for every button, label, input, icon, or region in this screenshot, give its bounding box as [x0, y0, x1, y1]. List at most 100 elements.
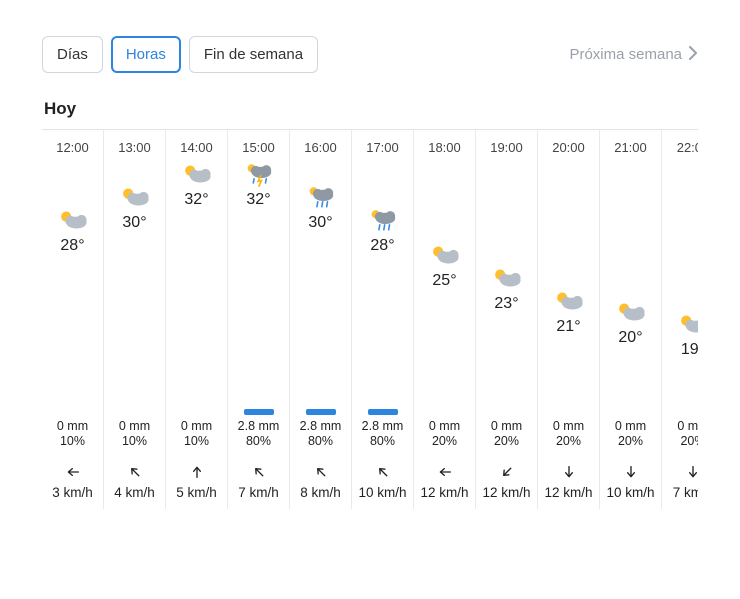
- hour-column[interactable]: 22:00 19° 0 mm 20% 7 km/h: [662, 130, 698, 509]
- hour-time: 19:00: [490, 140, 523, 155]
- temp-value: 28°: [370, 237, 394, 255]
- temp-zone: 30°: [290, 161, 351, 391]
- precip-bar: [368, 409, 398, 415]
- temp-zone: 21°: [538, 161, 599, 391]
- precip-percent: 80%: [308, 434, 333, 449]
- precip-mm: 0 mm: [429, 419, 460, 434]
- precip-zone: 2.8 mm 80%: [228, 391, 289, 453]
- hour-column[interactable]: 16:00 30° 2.8 mm 80% 8 km/h: [290, 130, 352, 509]
- hour-time: 20:00: [552, 140, 585, 155]
- wind-arrow-icon: [684, 463, 698, 481]
- precip-percent: 80%: [246, 434, 271, 449]
- wind-arrow-icon: [64, 463, 82, 481]
- precip-zone: 0 mm 20%: [600, 391, 661, 453]
- hour-column[interactable]: 14:00 32° 0 mm 10% 5 km/h: [166, 130, 228, 509]
- weather-icon: [428, 242, 462, 268]
- precip-zone: 0 mm 20%: [662, 391, 698, 453]
- temp-value: 32°: [246, 191, 270, 209]
- weather-icon: [180, 161, 214, 187]
- temp-zone: 28°: [42, 161, 103, 391]
- hour-time: 18:00: [428, 140, 461, 155]
- temp-zone: 32°: [228, 161, 289, 391]
- temp-value: 32°: [184, 191, 208, 209]
- precip-zone: 2.8 mm 80%: [352, 391, 413, 453]
- precip-percent: 10%: [122, 434, 147, 449]
- precip-percent: 10%: [60, 434, 85, 449]
- wind-value: 4 km/h: [114, 485, 155, 500]
- precip-mm: 0 mm: [491, 419, 522, 434]
- hour-column[interactable]: 21:00 20° 0 mm 20% 10 km/h: [600, 130, 662, 509]
- hour-column[interactable]: 15:00 32° 2.8 mm 80% 7 km/h: [228, 130, 290, 509]
- precip-zone: 0 mm 10%: [42, 391, 103, 453]
- weather-icon: [552, 288, 586, 314]
- temp-zone: 32°: [166, 161, 227, 391]
- precip-percent: 20%: [432, 434, 457, 449]
- temp-zone: 28°: [352, 161, 413, 391]
- wind-arrow-icon: [622, 463, 640, 481]
- wind-value: 10 km/h: [358, 485, 406, 500]
- wind-arrow-icon: [498, 463, 516, 481]
- precip-bar: [306, 409, 336, 415]
- wind-zone: 12 km/h: [538, 453, 599, 509]
- hour-column[interactable]: 18:00 25° 0 mm 20% 12 km/h: [414, 130, 476, 509]
- temp-value: 21°: [556, 318, 580, 336]
- temp-zone: 25°: [414, 161, 475, 391]
- hour-time: 12:00: [56, 140, 89, 155]
- weather-icon: [118, 184, 152, 210]
- precip-zone: 0 mm 20%: [538, 391, 599, 453]
- hour-time: 14:00: [180, 140, 213, 155]
- next-week-link[interactable]: Próxima semana: [569, 46, 698, 64]
- weather-icon: [490, 265, 524, 291]
- wind-zone: 12 km/h: [476, 453, 537, 509]
- temp-value: 19°: [681, 341, 698, 359]
- temp-zone: 30°: [104, 161, 165, 391]
- precip-percent: 20%: [618, 434, 643, 449]
- weather-icon: [304, 184, 338, 210]
- temp-value: 28°: [60, 237, 84, 255]
- chevron-right-icon: [688, 46, 698, 64]
- view-tabs: Días Horas Fin de semana: [42, 36, 318, 73]
- wind-arrow-icon: [436, 463, 454, 481]
- tab-horas[interactable]: Horas: [111, 36, 181, 73]
- precip-mm: 2.8 mm: [300, 419, 342, 434]
- wind-value: 12 km/h: [482, 485, 530, 500]
- temp-zone: 20°: [600, 161, 661, 391]
- precip-zone: 0 mm 20%: [476, 391, 537, 453]
- wind-value: 3 km/h: [52, 485, 93, 500]
- wind-arrow-icon: [312, 463, 330, 481]
- hour-column[interactable]: 13:00 30° 0 mm 10% 4 km/h: [104, 130, 166, 509]
- wind-value: 10 km/h: [606, 485, 654, 500]
- temp-value: 30°: [122, 214, 146, 232]
- tab-fin-de-semana[interactable]: Fin de semana: [189, 36, 318, 73]
- precip-bar: [244, 409, 274, 415]
- precip-percent: 20%: [680, 434, 698, 449]
- hour-column[interactable]: 17:00 28° 2.8 mm 80% 10 km/h: [352, 130, 414, 509]
- wind-zone: 7 km/h: [228, 453, 289, 509]
- hour-time: 16:00: [304, 140, 337, 155]
- hour-column[interactable]: 19:00 23° 0 mm 20% 12 km/h: [476, 130, 538, 509]
- temp-zone: 23°: [476, 161, 537, 391]
- hour-column[interactable]: 12:00 28° 0 mm 10% 3 km/h: [42, 130, 104, 509]
- weather-icon: [242, 161, 276, 187]
- wind-arrow-icon: [126, 463, 144, 481]
- hourly-forecast[interactable]: 12:00 28° 0 mm 10% 3 km/h 13:00: [42, 129, 698, 509]
- wind-value: 8 km/h: [300, 485, 341, 500]
- hour-time: 21:00: [614, 140, 647, 155]
- wind-arrow-icon: [560, 463, 578, 481]
- hour-column[interactable]: 20:00 21° 0 mm 20% 12 km/h: [538, 130, 600, 509]
- wind-value: 7 km/h: [238, 485, 279, 500]
- temp-zone: 19°: [662, 161, 698, 391]
- precip-mm: 0 mm: [119, 419, 150, 434]
- tab-dias[interactable]: Días: [42, 36, 103, 73]
- wind-zone: 8 km/h: [290, 453, 351, 509]
- precip-mm: 0 mm: [677, 419, 698, 434]
- wind-zone: 5 km/h: [166, 453, 227, 509]
- hour-time: 15:00: [242, 140, 275, 155]
- wind-zone: 3 km/h: [42, 453, 103, 509]
- wind-value: 12 km/h: [420, 485, 468, 500]
- weather-icon: [676, 311, 698, 337]
- wind-value: 12 km/h: [544, 485, 592, 500]
- wind-value: 7 km/h: [673, 485, 698, 500]
- precip-percent: 20%: [494, 434, 519, 449]
- wind-zone: 12 km/h: [414, 453, 475, 509]
